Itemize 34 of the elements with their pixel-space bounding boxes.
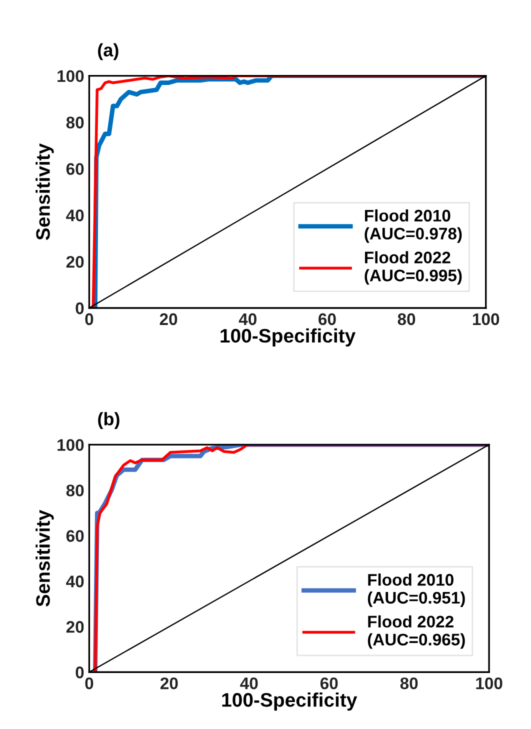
x-tick-label: 20: [160, 313, 178, 326]
y-tick-label: 60: [66, 530, 84, 542]
legend-label: Flood 2022 (AUC=0.965): [368, 615, 465, 649]
x-tick-label: 60: [318, 313, 336, 326]
x-tick-label: 20: [160, 677, 178, 690]
y-tick-label: 100: [58, 439, 84, 451]
y-tick-label: 40: [66, 210, 84, 222]
y-tick-label: 100: [58, 70, 84, 82]
x-tick-label: 80: [398, 313, 416, 326]
y-tick-label: 80: [66, 484, 84, 496]
y-tick-label: 80: [66, 116, 84, 128]
x-tick-label: 0: [85, 313, 94, 326]
y-tick-label: 20: [66, 256, 84, 268]
y-axis-title: Sensitivity: [36, 510, 54, 606]
y-tick-label: 60: [66, 163, 84, 175]
y-tick-label: 20: [66, 621, 84, 633]
y-axis-title: Sensitivity: [36, 143, 54, 240]
x-tick-label: 80: [400, 677, 418, 690]
y-tick-label: 40: [66, 576, 84, 588]
x-tick-label: 40: [240, 677, 258, 690]
x-tick-label: 100: [476, 677, 502, 690]
y-tick-label: 0: [76, 302, 84, 314]
x-tick-label: 40: [238, 313, 256, 326]
x-axis-title: 100-Specificity: [220, 328, 356, 347]
x-axis-title: 100-Specificity: [222, 692, 358, 711]
chart-title: (a): [98, 43, 118, 60]
legend-label: Flood 2010 (AUC=0.951): [368, 573, 465, 607]
x-tick-label: 60: [320, 677, 338, 690]
legend-label: Flood 2022 (AUC=0.995): [364, 251, 462, 285]
legend-label: Flood 2010 (AUC=0.978): [364, 209, 462, 243]
x-tick-label: 0: [85, 677, 94, 690]
chart-title: (b): [98, 412, 120, 429]
y-tick-label: 0: [76, 666, 84, 678]
x-tick-label: 100: [473, 313, 500, 326]
